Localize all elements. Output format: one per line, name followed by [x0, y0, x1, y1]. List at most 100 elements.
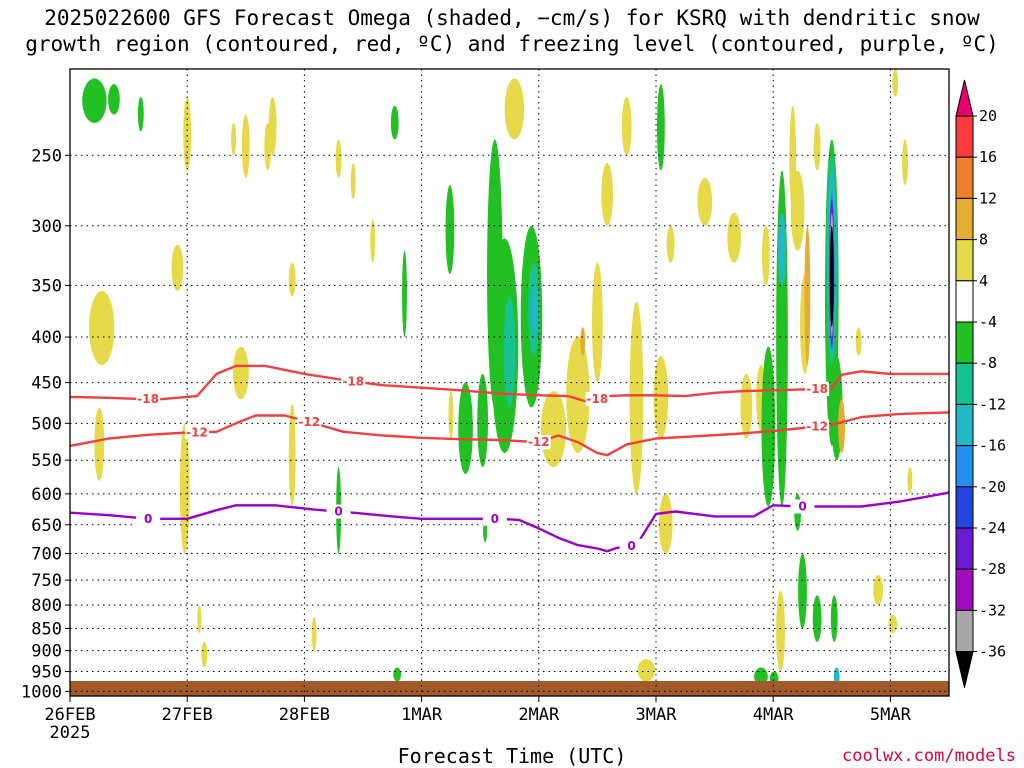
contour-label: 0: [334, 505, 342, 519]
omega-shade: [812, 595, 822, 642]
y-tick-label: 500: [31, 414, 62, 434]
omega-shade: [233, 346, 249, 400]
omega-shade: [666, 225, 675, 263]
omega-shade: [592, 262, 603, 383]
omega-shade: [798, 553, 807, 629]
y-tick-label: 900: [31, 642, 62, 662]
colorbar-swatch: [955, 280, 974, 323]
y-tick-label: 550: [31, 451, 62, 471]
omega-shade: [629, 301, 644, 494]
contour-label: -12: [298, 415, 320, 429]
omega-shade: [504, 78, 525, 140]
x-tick-label: 5MAR: [870, 705, 912, 725]
x-tick-sublabel: 2025: [50, 723, 91, 743]
contour-label: -12: [186, 425, 208, 439]
omega-shade: [268, 96, 277, 156]
omega-shade: [873, 574, 884, 606]
colorbar-swatch: [955, 403, 974, 447]
contour-label-bg: [790, 499, 815, 514]
omega-shade: [94, 407, 105, 481]
contour-label-bg: [136, 392, 161, 407]
omega-shade: [778, 212, 786, 286]
omega-shade: [335, 139, 342, 178]
contour-label-bg: [341, 374, 366, 389]
colorbar-swatch: [955, 568, 974, 611]
omega-shade: [390, 105, 399, 140]
x-tick-label: 4MAR: [753, 705, 795, 725]
omega-shade: [740, 373, 753, 439]
contour-label-bg: [526, 435, 551, 450]
y-tick-label: 800: [31, 596, 62, 616]
y-tick-label: 300: [31, 217, 62, 237]
y-axis-ticks: 2503003504004505005506006507007508008509…: [21, 146, 70, 702]
contour-label-bg: [619, 538, 644, 553]
y-tick-label: 450: [31, 374, 62, 394]
y-tick-label: 1000: [21, 682, 62, 702]
omega-shade: [761, 346, 776, 507]
omega-shade: [82, 78, 107, 124]
x-axis-label: Forecast Time (UTC): [397, 744, 627, 768]
omega-shade: [108, 84, 120, 115]
omega-shade: [892, 69, 899, 97]
contour-label: 0: [798, 500, 806, 514]
contour-label-bg: [326, 504, 351, 519]
omega-shade: [179, 423, 190, 554]
omega-shade: [137, 96, 144, 132]
omega-shade: [829, 225, 834, 328]
omega-shade: [241, 114, 250, 178]
omega-shade: [789, 105, 797, 213]
contour-lines: -18 -18 -18 -18 -12 -12 -12 -12 0 0 0 0 0: [70, 364, 949, 553]
ground-surface: [70, 681, 949, 696]
omega-shade: [402, 250, 407, 338]
omega-shade: [89, 290, 115, 366]
omega-shade: [201, 641, 208, 668]
omega-shade: [888, 614, 898, 634]
omega-shade: [813, 123, 821, 171]
omega-shade: [288, 403, 296, 507]
omega-shade: [621, 96, 632, 156]
colorbar-swatch: [955, 486, 974, 529]
omega-shade: [727, 212, 741, 263]
omega-shading: [82, 69, 913, 686]
omega-shade: [445, 185, 455, 275]
omega-shade: [907, 467, 913, 494]
colorbar-label: 12: [979, 189, 997, 207]
colorbar-swatch: [955, 362, 974, 405]
y-tick-label: 650: [31, 516, 62, 536]
contour-label-bg: [184, 425, 209, 440]
contour-label: -18: [587, 392, 609, 406]
colorbar-label: -4: [979, 313, 997, 331]
colorbar-label: -16: [979, 437, 1006, 455]
x-tick-label: 2MAR: [518, 705, 560, 725]
contour-line: [70, 491, 949, 553]
omega-shade: [288, 262, 296, 297]
colorbar: 20 16 12 8 4 -4 -8 -12 -16 -20 -24 -28 -32 -36: [955, 79, 1006, 688]
colorbar-label: 4: [979, 272, 988, 290]
contour-label: -18: [137, 392, 159, 406]
x-tick-label: 1MAR: [401, 705, 443, 725]
credit-text[interactable]: coolwx.com/models: [842, 746, 1016, 766]
colorbar-swatch: [955, 197, 974, 241]
y-tick-label: 950: [31, 663, 62, 683]
omega-shade: [580, 327, 586, 356]
colorbar-swatch: [955, 156, 974, 199]
omega-shade: [658, 493, 673, 554]
contour-label-bg: [136, 511, 161, 526]
omega-shade: [370, 219, 376, 263]
x-tick-label: 3MAR: [636, 705, 678, 725]
omega-shade: [231, 123, 237, 156]
contour-label: -12: [806, 419, 828, 433]
colorbar-swatch: [955, 321, 974, 364]
colorbar-swatch: [955, 609, 974, 653]
omega-shade: [566, 337, 590, 454]
omega-shade: [197, 605, 202, 634]
y-tick-label: 850: [31, 620, 62, 640]
contour-label: 0: [627, 539, 635, 553]
x-tick-label: 28FEB: [279, 705, 330, 725]
colorbar-label: 16: [979, 148, 997, 166]
omega-shade: [776, 590, 785, 672]
omega-shade: [761, 225, 770, 286]
colorbar-swatch: [955, 527, 974, 570]
grid-lines: [69, 69, 949, 696]
